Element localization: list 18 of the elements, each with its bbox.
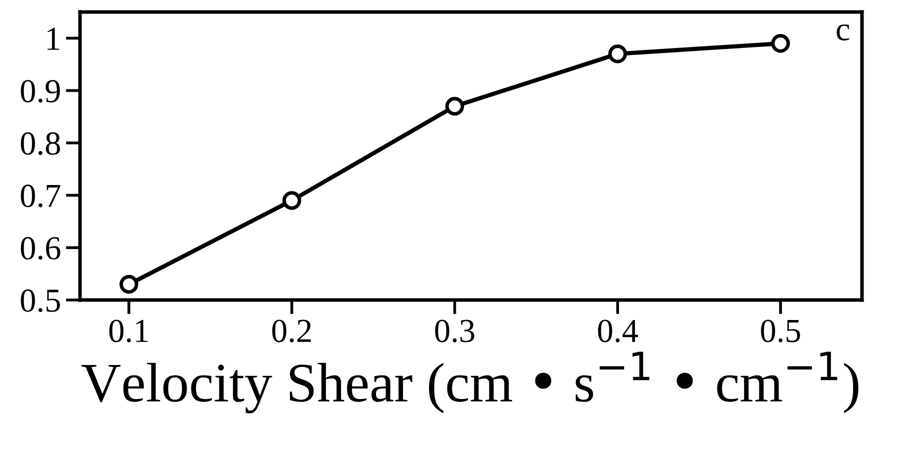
point — [608, 44, 627, 64]
y-tick-label: 0.7 — [20, 184, 60, 208]
y-tick-label: 0.5 — [20, 289, 60, 312]
point — [445, 96, 464, 116]
x-tick-label: 0.4 — [598, 320, 638, 342]
point — [120, 274, 138, 294]
x-axis-title: Velocity Shear (cm • s$^{−1}$ • cm$^{−1}$) — [82, 352, 858, 414]
x-tick-label: 0.2 — [272, 320, 311, 342]
point — [282, 191, 302, 210]
annotation: c — [836, 24, 850, 41]
x-tick-label: 0.1 — [109, 320, 148, 342]
y-tick-label: 1 — [48, 28, 60, 50]
y-tick-label: 0.8 — [20, 132, 60, 155]
y-tick-label: 0.9 — [20, 80, 60, 103]
y-tick-label: 0.6 — [20, 237, 60, 260]
x-tick-label: 0.5 — [760, 320, 800, 342]
point — [771, 34, 790, 53]
x-tick-label: 0.3 — [435, 320, 474, 342]
